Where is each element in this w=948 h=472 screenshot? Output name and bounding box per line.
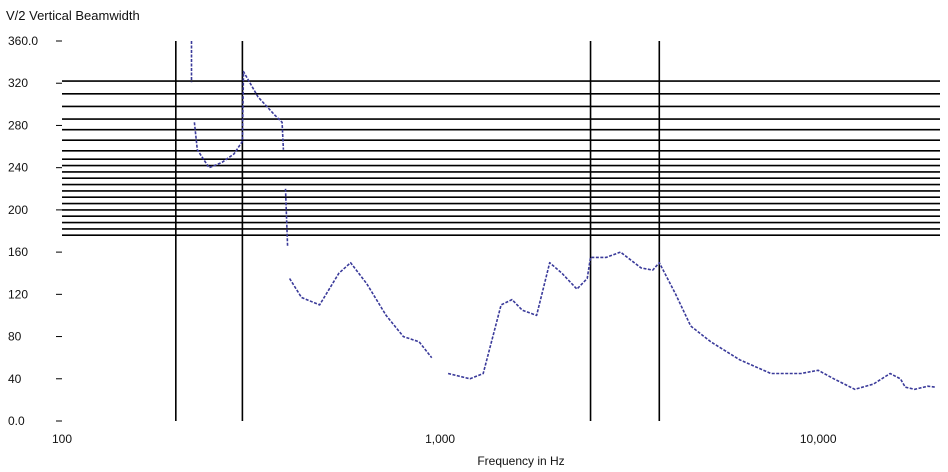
y-tick-label: 360.0 xyxy=(8,34,38,48)
series-line-segment xyxy=(288,261,433,359)
y-tick-label: 0.0 xyxy=(8,414,25,428)
y-tick-label: 320 xyxy=(8,76,28,90)
x-axis-label: Frequency in Hz xyxy=(477,454,564,468)
y-tick-label: 280 xyxy=(8,118,28,132)
y-tick-label: 160 xyxy=(8,245,28,259)
series-line-segment xyxy=(284,188,289,247)
y-tick-label: 80 xyxy=(8,330,22,344)
x-tick-label: 1,000 xyxy=(425,432,455,446)
y-tick-label: 200 xyxy=(8,203,28,217)
x-tick-label: 100 xyxy=(52,432,72,446)
y-tick-label: 120 xyxy=(8,287,28,301)
y-tick-label: 240 xyxy=(8,161,28,175)
y-tick-label: 40 xyxy=(8,372,22,386)
series-line-segment xyxy=(447,251,937,391)
series-line-segment xyxy=(193,70,285,169)
chart-title: V/2 Vertical Beamwidth xyxy=(6,8,140,23)
x-tick-label: 10,000 xyxy=(800,432,837,446)
